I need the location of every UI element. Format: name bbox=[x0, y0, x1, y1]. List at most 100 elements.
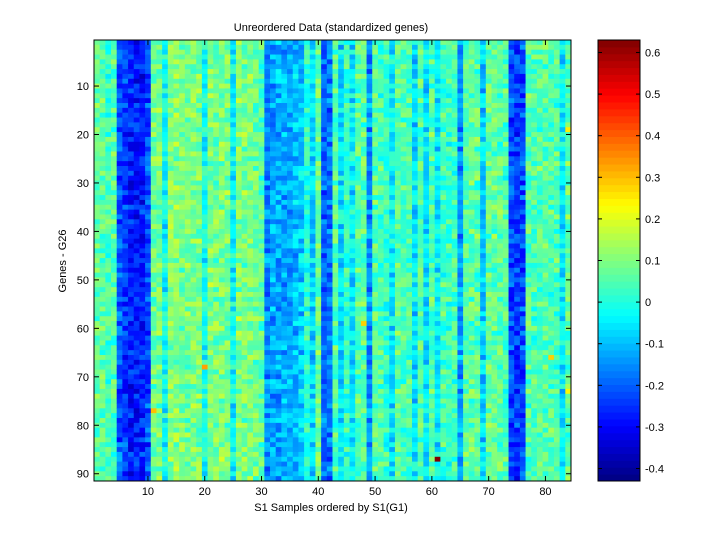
heatmap-cell bbox=[366, 229, 373, 235]
heatmap-cell bbox=[275, 393, 282, 400]
heatmap-cell bbox=[116, 292, 123, 298]
heatmap-cell bbox=[162, 175, 169, 181]
heatmap-cell bbox=[338, 262, 345, 269]
heatmap-cell bbox=[145, 224, 152, 230]
heatmap-cell bbox=[343, 156, 350, 162]
heatmap-cell bbox=[213, 136, 220, 143]
heatmap-cell bbox=[179, 59, 186, 65]
heatmap-cell bbox=[281, 374, 288, 380]
heatmap-cell bbox=[383, 325, 390, 332]
heatmap-cell bbox=[167, 418, 174, 424]
heatmap-cell bbox=[389, 209, 396, 215]
heatmap-cell bbox=[326, 204, 333, 211]
heatmap-cell bbox=[247, 44, 254, 51]
heatmap-cell bbox=[196, 277, 203, 283]
heatmap-cell bbox=[298, 69, 305, 75]
heatmap-cell bbox=[179, 466, 186, 472]
heatmap-cell bbox=[355, 350, 362, 356]
heatmap-cell bbox=[281, 161, 288, 167]
heatmap-cell bbox=[338, 190, 345, 196]
heatmap-cell bbox=[162, 403, 169, 409]
heatmap-cell bbox=[224, 355, 231, 361]
heatmap-cell bbox=[377, 350, 385, 356]
heatmap-cell bbox=[111, 54, 118, 60]
heatmap-cell bbox=[133, 335, 140, 341]
heatmap-cell bbox=[372, 451, 379, 458]
heatmap-cell bbox=[258, 466, 265, 472]
heatmap-cell bbox=[156, 325, 163, 332]
heatmap-cell bbox=[128, 374, 135, 380]
heatmap-cell bbox=[298, 287, 305, 293]
heatmap-cell bbox=[116, 267, 123, 274]
heatmap-cell bbox=[292, 209, 299, 215]
heatmap-cell bbox=[116, 229, 123, 235]
heatmap-cell bbox=[298, 321, 305, 327]
heatmap-cell bbox=[156, 199, 163, 206]
heatmap-cell bbox=[281, 170, 288, 177]
heatmap-cell bbox=[383, 359, 390, 366]
heatmap-cell bbox=[400, 292, 407, 298]
heatmap-cell bbox=[355, 98, 362, 104]
heatmap-cell bbox=[241, 229, 248, 235]
heatmap-cell bbox=[116, 238, 123, 244]
heatmap-cell bbox=[349, 296, 356, 303]
heatmap-cell bbox=[400, 73, 407, 80]
heatmap-cell bbox=[298, 112, 305, 118]
heatmap-cell bbox=[349, 64, 356, 70]
heatmap-cell bbox=[247, 64, 254, 70]
heatmap-cell bbox=[360, 379, 367, 385]
heatmap-cell bbox=[190, 166, 197, 172]
heatmap-cell bbox=[366, 69, 373, 75]
heatmap-cell bbox=[343, 233, 350, 240]
heatmap-cell bbox=[196, 175, 203, 181]
heatmap-cell bbox=[247, 345, 254, 351]
heatmap-cell bbox=[253, 190, 260, 196]
heatmap-cell bbox=[128, 437, 135, 443]
heatmap-cell bbox=[230, 267, 237, 274]
heatmap-cell bbox=[349, 398, 356, 404]
heatmap-cell bbox=[128, 132, 135, 138]
heatmap-cell bbox=[230, 393, 237, 400]
heatmap-cell bbox=[366, 466, 373, 472]
heatmap-cell bbox=[201, 229, 208, 235]
heatmap-cell bbox=[270, 44, 277, 51]
heatmap-cell bbox=[377, 369, 385, 375]
heatmap-cell bbox=[122, 442, 129, 448]
heatmap-cell bbox=[264, 471, 271, 477]
heatmap-cell bbox=[179, 49, 186, 55]
heatmap-cell bbox=[383, 195, 390, 201]
heatmap-cell bbox=[309, 272, 316, 278]
heatmap-cell bbox=[343, 374, 350, 380]
heatmap-cell bbox=[389, 258, 396, 264]
heatmap-cell bbox=[179, 170, 186, 177]
heatmap-cell bbox=[298, 233, 305, 240]
heatmap-cell bbox=[298, 418, 305, 424]
heatmap-cell bbox=[372, 350, 379, 356]
heatmap-cell bbox=[128, 432, 135, 438]
heatmap-cell bbox=[304, 107, 311, 114]
heatmap-cell bbox=[292, 136, 299, 143]
heatmap-cell bbox=[304, 64, 311, 70]
heatmap-cell bbox=[326, 180, 333, 186]
heatmap-cell bbox=[201, 195, 208, 201]
heatmap-cell bbox=[145, 422, 152, 429]
heatmap-cell bbox=[139, 437, 146, 443]
heatmap-cell bbox=[304, 93, 311, 99]
heatmap-cell bbox=[400, 166, 407, 172]
heatmap-cell bbox=[366, 330, 373, 337]
heatmap-cell bbox=[156, 141, 163, 148]
heatmap-cell bbox=[253, 384, 260, 390]
heatmap-cell bbox=[377, 447, 385, 453]
heatmap-cell bbox=[304, 262, 311, 269]
heatmap-cell bbox=[298, 272, 305, 278]
heatmap-cell bbox=[292, 267, 299, 274]
heatmap-cell bbox=[179, 296, 186, 303]
heatmap-cell bbox=[145, 432, 152, 438]
heatmap-cell bbox=[298, 422, 305, 429]
heatmap-cell bbox=[235, 44, 243, 51]
heatmap-cell bbox=[270, 335, 277, 341]
heatmap-cell bbox=[173, 393, 180, 400]
heatmap-cell bbox=[116, 151, 123, 157]
heatmap-cell bbox=[162, 340, 169, 346]
heatmap-cell bbox=[111, 379, 118, 385]
